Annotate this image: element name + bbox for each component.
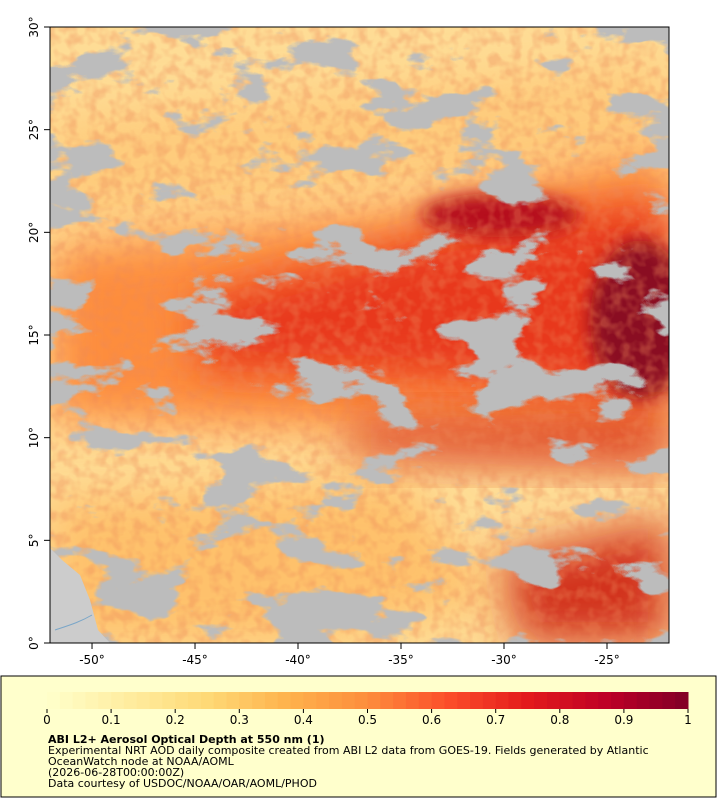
x-tick-label: -25° bbox=[594, 653, 620, 667]
x-tick-label: -30° bbox=[491, 653, 517, 667]
legend-line: (2026-06-28T00:00:00Z) bbox=[48, 766, 184, 779]
land bbox=[50, 548, 110, 643]
colorbar-tick-label: 1 bbox=[684, 713, 692, 727]
colorbar-swatch bbox=[470, 692, 484, 709]
colorbar-tick-label: 0.5 bbox=[358, 713, 377, 727]
colorbar-tick-label: 0 bbox=[43, 713, 51, 727]
colorbar-swatch bbox=[316, 692, 330, 709]
colorbar-tick-label: 0.2 bbox=[166, 713, 185, 727]
y-tick-label: 5° bbox=[27, 534, 41, 548]
colorbar: 0 0.1 0.2 0.3 0.4 0.5 0.6 0.7 0.8 0.9 1 bbox=[43, 692, 692, 727]
colorbar-swatch bbox=[495, 692, 510, 709]
colorbar-swatch bbox=[675, 692, 689, 709]
y-tick-label: 30° bbox=[27, 16, 41, 37]
colorbar-swatch bbox=[59, 692, 74, 709]
colorbar-swatch bbox=[290, 692, 304, 709]
colorbar-swatch bbox=[380, 692, 394, 709]
colorbar-swatch bbox=[367, 692, 381, 709]
colorbar-swatch bbox=[252, 692, 266, 709]
y-tick-label: 10° bbox=[27, 427, 41, 448]
colorbar-swatch bbox=[239, 692, 253, 709]
colorbar-swatch bbox=[521, 692, 535, 709]
colorbar-tick-label: 0.8 bbox=[550, 713, 569, 727]
colorbar-swatch bbox=[72, 692, 86, 709]
colorbar-swatch bbox=[341, 692, 356, 709]
colorbar-swatch bbox=[329, 692, 343, 709]
y-tick-label: 20° bbox=[27, 222, 41, 243]
colorbar-swatch bbox=[636, 692, 651, 709]
colorbar-swatch bbox=[393, 692, 407, 709]
colorbar-swatch bbox=[111, 692, 125, 709]
colorbar-swatch bbox=[123, 692, 138, 709]
aod-map bbox=[50, 27, 669, 643]
colorbar-tick-label: 0.7 bbox=[486, 713, 505, 727]
colorbar-tick-label: 0.1 bbox=[102, 713, 121, 727]
y-tick-label: 25° bbox=[27, 119, 41, 140]
colorbar-swatch bbox=[534, 692, 548, 709]
colorbar-swatch bbox=[623, 692, 638, 709]
colorbar-swatch bbox=[482, 692, 497, 709]
colorbar-swatch bbox=[277, 692, 292, 709]
colorbar-swatch bbox=[162, 692, 176, 709]
colorbar-swatch bbox=[572, 692, 586, 709]
colorbar-swatch bbox=[98, 692, 112, 709]
colorbar-tick-label: 0.3 bbox=[230, 713, 249, 727]
colorbar-swatch bbox=[431, 692, 445, 709]
colorbar-swatch bbox=[226, 692, 240, 709]
colorbar-swatch bbox=[303, 692, 317, 709]
colorbar-swatch bbox=[649, 692, 663, 709]
y-tick-label: 15° bbox=[27, 324, 41, 345]
x-tick-label: -45° bbox=[182, 653, 208, 667]
colorbar-swatch bbox=[149, 692, 163, 709]
colorbar-tick-label: 0.6 bbox=[422, 713, 441, 727]
colorbar-swatch bbox=[508, 692, 522, 709]
colorbar-tick-label: 0.9 bbox=[614, 713, 633, 727]
colorbar-swatch bbox=[354, 692, 368, 709]
colorbar-swatch bbox=[457, 692, 471, 709]
x-tick-label: -50° bbox=[79, 653, 105, 667]
colorbar-swatch bbox=[85, 692, 99, 709]
legend-line: Experimental NRT AOD daily composite cre… bbox=[48, 744, 649, 757]
colorbar-swatch bbox=[662, 692, 676, 709]
colorbar-swatch bbox=[175, 692, 189, 709]
colorbar-swatch bbox=[546, 692, 561, 709]
legend-title: ABI L2+ Aerosol Optical Depth at 550 nm … bbox=[48, 733, 325, 746]
colorbar-swatch bbox=[264, 692, 279, 709]
colorbar-swatch bbox=[405, 692, 420, 709]
legend-line: Data courtesy of USDOC/NOAA/OAR/AOML/PHO… bbox=[48, 777, 317, 790]
colorbar-swatch bbox=[611, 692, 625, 709]
y-tick-label: 0° bbox=[27, 636, 41, 650]
x-tick-label: -40° bbox=[285, 653, 311, 667]
colorbar-swatch bbox=[213, 692, 227, 709]
colorbar-swatch bbox=[598, 692, 612, 709]
legend-line: OceanWatch node at NOAA/AOML bbox=[48, 755, 235, 768]
colorbar-swatch bbox=[585, 692, 599, 709]
x-tick-label: -35° bbox=[388, 653, 414, 667]
colorbar-tick-label: 0.4 bbox=[294, 713, 313, 727]
axes: -50° -45° -40° -35° -30° -25° 0° 5° 10° 15° 20° 25°… bbox=[27, 16, 620, 667]
colorbar-swatch bbox=[47, 692, 61, 709]
colorbar-swatch bbox=[136, 692, 151, 709]
colorbar-swatch bbox=[444, 692, 458, 709]
colorbar-swatch bbox=[559, 692, 574, 709]
colorbar-swatch bbox=[200, 692, 215, 709]
colorbar-swatch bbox=[188, 692, 202, 709]
colorbar-swatch bbox=[418, 692, 433, 709]
